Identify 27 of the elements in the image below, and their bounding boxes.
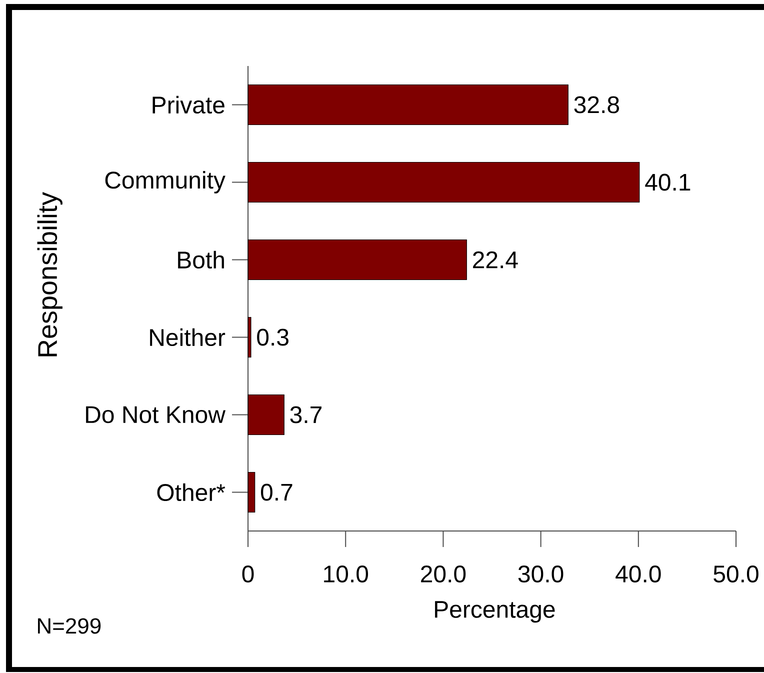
data-label: 32.8: [574, 96, 620, 114]
data-label: 22.4: [473, 251, 518, 268]
y-axis-title: Responsibility: [37, 192, 62, 356]
bar: [248, 162, 640, 203]
x-tick-label: 40.0: [616, 566, 661, 583]
y-tick-label: Private: [152, 96, 224, 114]
bar: [248, 239, 467, 280]
bar: [248, 84, 568, 126]
text: N=299: [38, 618, 101, 634]
x-tick-label: 0: [242, 566, 254, 583]
y-tick-label: Community: [105, 171, 226, 194]
data-label: 40.1: [645, 174, 690, 191]
x-tick-label: 30.0: [518, 566, 564, 583]
data-label: 0.3: [257, 328, 288, 346]
bar: [248, 472, 256, 513]
x-tick-label: 50.0: [714, 566, 758, 583]
x-tick-label: 10.0: [324, 566, 368, 583]
data-label: 0.7: [260, 484, 292, 501]
y-tick-label: Both: [178, 250, 224, 269]
bar: [248, 316, 252, 358]
y-tick-label: Do Not Know: [86, 406, 226, 424]
x-tick-label: 20.0: [421, 566, 466, 583]
y-tick-label: Other*: [157, 483, 226, 502]
y-tick-label: Neither: [150, 328, 226, 346]
bar: [248, 394, 284, 436]
x-axis-title: Percentage: [435, 601, 555, 623]
data-label: 3.7: [290, 406, 322, 424]
